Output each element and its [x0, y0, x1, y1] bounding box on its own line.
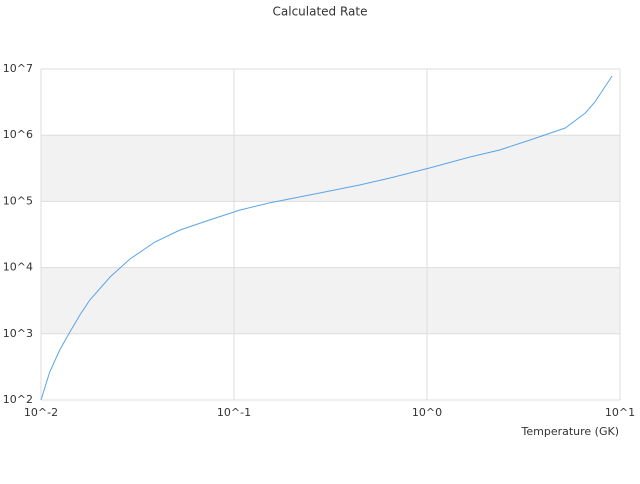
grid-band [41, 267, 620, 334]
y-tick-label: 10^3 [3, 327, 33, 340]
grid-band [41, 135, 620, 202]
x-tick-label: 10^0 [412, 406, 442, 419]
chart-title: Calculated Rate [273, 5, 368, 19]
x-tick-label: 10^-2 [24, 406, 58, 419]
y-tick-label: 10^4 [3, 261, 33, 274]
x-tick-label: 10^-1 [217, 406, 251, 419]
y-tick-label: 10^6 [3, 128, 33, 141]
line [40, 75, 613, 401]
x-tick-label: 10^1 [605, 406, 635, 419]
x-axis-label: Temperature (GK) [521, 425, 620, 438]
y-tick-label: 10^5 [3, 194, 33, 207]
y-tick-label: 10^2 [3, 393, 33, 406]
y-tick-label: 10^7 [3, 62, 33, 75]
